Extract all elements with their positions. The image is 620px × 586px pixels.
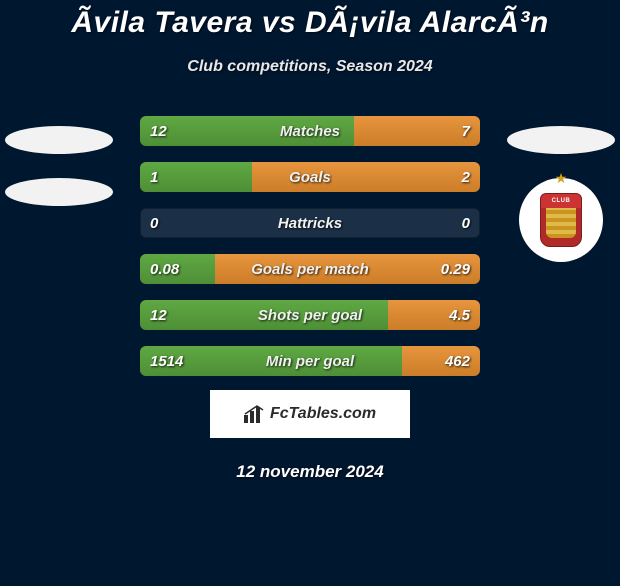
right-badges-column: ★ CLUB [506, 126, 616, 262]
date-text: 12 november 2024 [0, 462, 620, 482]
stat-label: Min per goal [140, 346, 480, 376]
stat-value-left: 0 [150, 208, 158, 238]
stat-value-left: 12 [150, 300, 167, 330]
stat-value-right: 4.5 [449, 300, 470, 330]
club-shield-label: CLUB [541, 194, 581, 208]
stat-value-right: 7 [462, 116, 470, 146]
club-badge: ★ CLUB [519, 178, 603, 262]
stat-label: Hattricks [140, 208, 480, 238]
stat-value-right: 0 [462, 208, 470, 238]
brand-link[interactable]: FcTables.com [210, 390, 410, 438]
stat-value-left: 0.08 [150, 254, 179, 284]
star-icon: ★ [555, 170, 568, 187]
player-badge-placeholder [5, 126, 113, 154]
player-badge-placeholder [507, 126, 615, 154]
stat-value-left: 12 [150, 116, 167, 146]
left-badges-column [4, 126, 114, 206]
player-badge-placeholder [5, 178, 113, 206]
subtitle: Club competitions, Season 2024 [0, 58, 620, 76]
stat-label: Shots per goal [140, 300, 480, 330]
stat-row: Shots per goal12 4.5 [140, 300, 480, 330]
stat-value-left: 1 [150, 162, 158, 192]
stat-row: Matches12 7 [140, 116, 480, 146]
stat-row: Goals1 2 [140, 162, 480, 192]
stats-container: Matches127Goals12Hattricks00Goals per ma… [140, 116, 480, 376]
stat-row: Min per goal1514 462 [140, 346, 480, 376]
page-title: Ãvila Tavera vs DÃ¡vila AlarcÃ³n [0, 6, 620, 40]
stat-value-right: 2 [462, 162, 470, 192]
stat-value-right: 462 [445, 346, 470, 376]
stat-value-left: 1514 [150, 346, 183, 376]
stat-row: Goals per match0.08 0.29 [140, 254, 480, 284]
brand-chart-icon [244, 405, 266, 423]
stat-row: Hattricks0 0 [140, 208, 480, 238]
brand-text: FcTables.com [270, 405, 376, 423]
stat-value-right: 0.29 [441, 254, 470, 284]
club-shield-icon: CLUB [540, 193, 582, 247]
stat-label: Matches [140, 116, 480, 146]
stat-label: Goals per match [140, 254, 480, 284]
stat-label: Goals [140, 162, 480, 192]
